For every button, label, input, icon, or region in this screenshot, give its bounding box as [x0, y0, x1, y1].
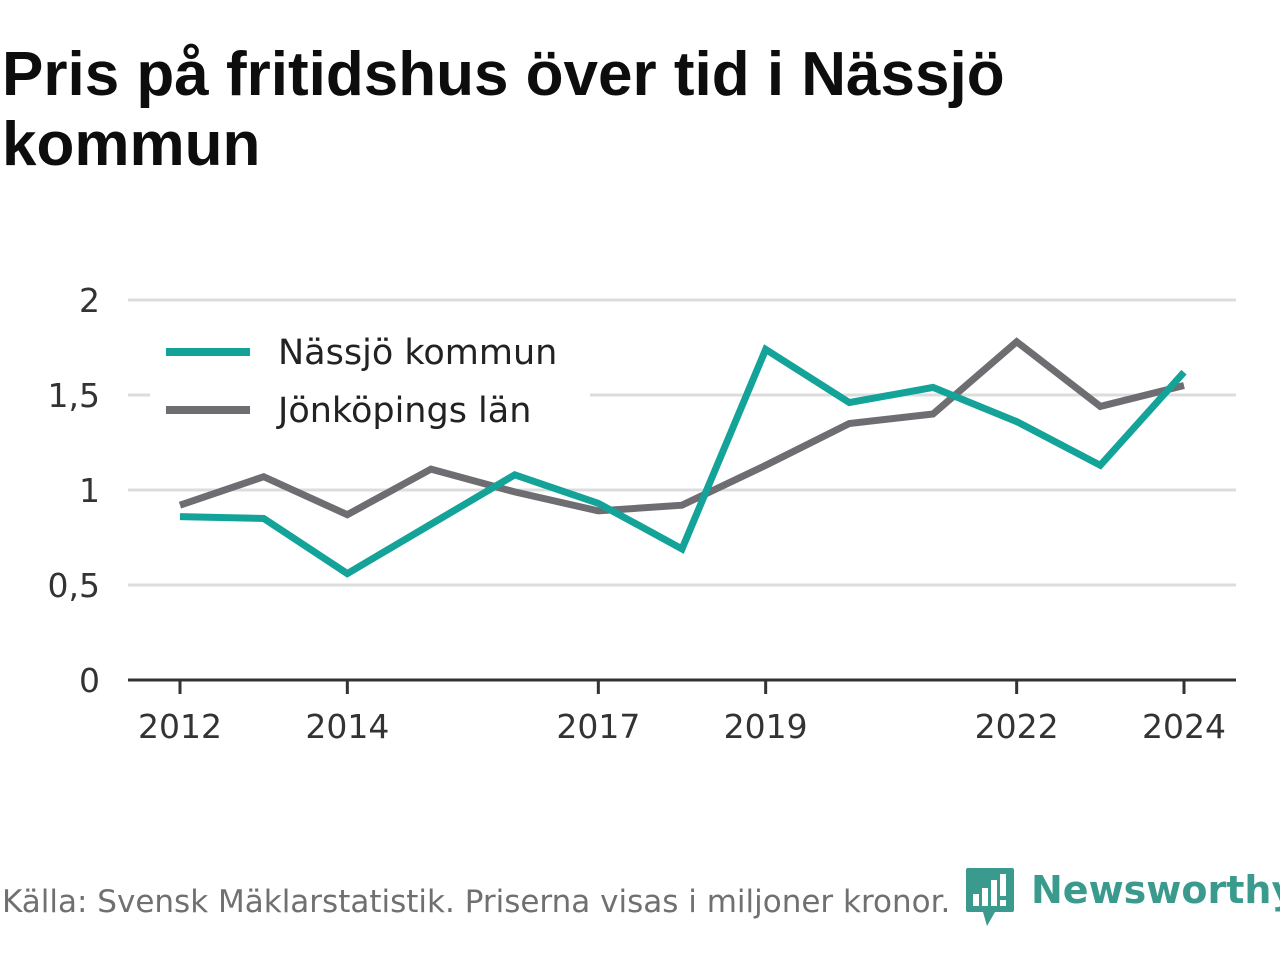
y-axis-ticks: 0 0,5 1 1,5 2 [48, 281, 100, 700]
grid-lines [128, 298, 1236, 587]
source-note: Källa: Svensk Mäklarstatistik. Priserna … [2, 884, 951, 920]
legend-label: Nässjö kommun [278, 333, 557, 373]
y-tick-label: 2 [79, 281, 100, 320]
newsworthy-logo: Newsworthy [965, 866, 1280, 928]
y-tick-label: 0 [79, 661, 100, 700]
newsworthy-logo-icon [966, 868, 1014, 926]
series-line-jonkoping [178, 337, 1185, 519]
newsworthy-logo-text: Newsworthy [1031, 868, 1280, 912]
line-chart: 0 0,5 1 1,5 2 2012 2014 2017 2019 2022 2024 Nässj… [48, 281, 1236, 746]
x-tick-label: 2019 [724, 707, 808, 746]
series-line-nassjo [179, 344, 1187, 578]
y-tick-label: 1,5 [48, 376, 100, 415]
series-lines [178, 337, 1187, 578]
legend: Nässjö kommun Jönköpings län [150, 322, 590, 440]
x-tick-label: 2022 [975, 707, 1059, 746]
legend-label: Jönköpings län [276, 391, 531, 431]
y-tick-label: 1 [79, 471, 100, 510]
x-tick-label: 2017 [556, 707, 640, 746]
x-tick-label: 2024 [1142, 707, 1226, 746]
legend-background [150, 322, 590, 440]
x-tick-label: 2012 [138, 707, 222, 746]
chart-title: Pris på fritidshus över tid i Nässjö kom… [2, 40, 1005, 179]
y-tick-label: 0,5 [48, 566, 100, 605]
x-tick-label: 2014 [305, 707, 389, 746]
x-axis: 2012 2014 2017 2019 2022 2024 [128, 678, 1236, 746]
